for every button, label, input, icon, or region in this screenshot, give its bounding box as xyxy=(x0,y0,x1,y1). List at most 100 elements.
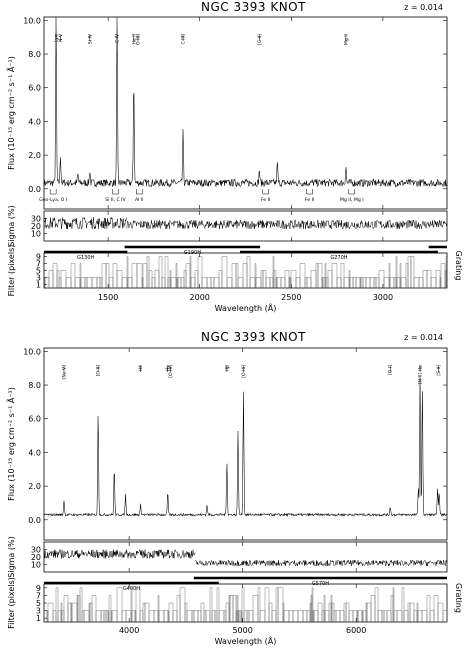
filter-y-tick-label: 3 xyxy=(36,274,41,283)
x-tick-label: 2000 xyxy=(190,293,210,302)
flux-panel: 0.0 2.0 4.0 6.0 8.0 10.0 Flux (10⁻¹⁵ erg cm⁻² … xyxy=(5,347,448,541)
flux-y-tick-label: 6.0 xyxy=(28,415,41,424)
flux-y-tick-label: 2.0 xyxy=(28,482,41,491)
x-tick-label: 1500 xyxy=(98,293,118,302)
absorption-line-label: Al II xyxy=(135,197,144,203)
absorption-line-label: Mg II, Mg I xyxy=(340,197,364,203)
flux-y-tick-label: 2.0 xyxy=(28,151,41,160)
flux-y-tick-label: 8.0 xyxy=(28,50,41,59)
flux-y-tick-label: 0.0 xyxy=(28,516,41,525)
emission-line-label: [O III] xyxy=(168,365,174,378)
spectrum-plot-2: NGC 3393 KNOT z = 0.0140.02.04.06.08.010.… xyxy=(5,330,463,646)
x-axis-label: Wavelength (Å) xyxy=(215,635,277,646)
x-axis: 4000 5000 6000 Wavelength (Å) xyxy=(119,348,366,646)
absorption-marker xyxy=(348,189,355,195)
absorption-marker xyxy=(112,189,119,195)
flux-y-tick-label: 6.0 xyxy=(28,84,41,93)
filter-panel-frame xyxy=(43,583,448,623)
x-tick-label: 3000 xyxy=(373,293,393,302)
emission-line-label: Si IV xyxy=(87,33,93,44)
emission-line-label: Hγ xyxy=(165,365,171,371)
flux-y-tick-label: 8.0 xyxy=(28,381,41,390)
emission-line-label: Hδ xyxy=(138,365,144,371)
absorption-line-label: Fe II xyxy=(305,197,314,203)
emission-line-label: [O II] xyxy=(96,365,102,377)
flux-spectrum-line xyxy=(43,16,448,188)
sigma-y-axis-label: Sigma (%) xyxy=(7,205,16,246)
sigma-y-axis-label: Sigma (%) xyxy=(7,536,16,577)
emission-line-label: [Ne V] xyxy=(61,365,67,380)
absorption-marker xyxy=(136,189,143,195)
flux-y-tick-label: 0.0 xyxy=(28,185,41,194)
sigma-y-tick-label: 10 xyxy=(31,561,41,570)
flux-spectrum-line xyxy=(43,376,448,517)
flux-y-axis-label: Flux (10⁻¹⁵ erg cm⁻² s⁻¹ Å⁻¹) xyxy=(5,56,16,170)
x-tick-label: 2500 xyxy=(281,293,301,302)
absorption-line-label: Geo-Lya, O I xyxy=(39,197,67,203)
grating-name-label: G270H xyxy=(330,255,347,261)
grating-name-label: G130H xyxy=(77,255,94,261)
emission-line-label: Lyα xyxy=(54,34,60,42)
absorption-marker xyxy=(306,189,313,195)
sigma-trace xyxy=(126,219,448,230)
sigma-panel-frame xyxy=(43,541,448,573)
emission-line-label: Mg II xyxy=(343,34,349,45)
filter-y-tick-label: 5 xyxy=(36,267,41,276)
grating-side-label: Grating xyxy=(454,251,463,281)
flux-y-tick-label: 10.0 xyxy=(23,16,41,25)
filter-y-tick-label: 7 xyxy=(36,260,41,269)
sigma-trace xyxy=(43,548,196,560)
chart-title: NGC 3393 KNOT xyxy=(201,0,306,14)
sigma-y-tick-label: 10 xyxy=(31,230,41,239)
emission-line-label: He II xyxy=(131,34,137,44)
emission-line-label: C IV xyxy=(115,33,121,43)
sigma-y-tick-label: 30 xyxy=(31,546,41,555)
flux-y-tick-label: 4.0 xyxy=(28,117,41,126)
emission-line-label: Hβ xyxy=(224,365,230,371)
absorption-line-label: Si II, C IV xyxy=(105,197,126,203)
redshift-label: z = 0.014 xyxy=(404,3,443,12)
absorption-line-label: Fe II xyxy=(261,197,270,203)
filter-y-tick-label: 5 xyxy=(36,599,41,608)
flux-y-tick-label: 4.0 xyxy=(28,448,41,457)
filter-y-tick-label: 9 xyxy=(36,584,41,593)
sigma-y-tick-label: 20 xyxy=(31,553,41,562)
emission-line-label: [O I] xyxy=(388,365,394,375)
filter-width-trace xyxy=(43,587,448,622)
grating-side-label: Grating xyxy=(454,583,463,613)
absorption-marker xyxy=(49,189,57,195)
spectrum-plot-1: NGC 3393 KNOT z = 0.0140.02.04.06.08.010.… xyxy=(5,0,463,313)
x-tick-label: 4000 xyxy=(119,626,139,635)
flux-panel: 0.0 2.0 4.0 6.0 8.0 10.0 Flux (10⁻¹⁵ erg cm⁻² … xyxy=(5,16,448,210)
filter-y-tick-label: 1 xyxy=(36,614,41,623)
sigma-y-tick-label: 20 xyxy=(31,222,41,231)
emission-line-label: [S II] xyxy=(436,365,442,376)
emission-line-label: O III] xyxy=(135,34,141,45)
emission-line-label: C III] xyxy=(181,34,187,45)
sigma-y-tick-label: 30 xyxy=(31,215,41,224)
filter-width-trace xyxy=(43,256,448,288)
filter-y-tick-label: 3 xyxy=(36,607,41,616)
absorption-marker xyxy=(262,189,269,195)
filter-y-axis-label: Filter (pixels) xyxy=(7,577,16,629)
flux-panel-frame xyxy=(43,347,448,541)
emission-line-label: [N II] Hα xyxy=(418,365,424,384)
emission-line-label: [O III] xyxy=(241,365,247,378)
flux-panel-frame xyxy=(43,16,448,210)
filter-y-tick-label: 9 xyxy=(36,253,41,262)
sigma-trace xyxy=(44,216,127,230)
filter-y-tick-label: 1 xyxy=(36,281,41,290)
x-tick-label: 5000 xyxy=(232,626,252,635)
emission-line-label: [C II] xyxy=(257,34,263,45)
sigma-trace xyxy=(194,559,448,567)
chart-title: NGC 3393 KNOT xyxy=(201,330,306,344)
emission-line-label: N V xyxy=(58,33,64,42)
redshift-label: z = 0.014 xyxy=(404,333,443,342)
x-axis: 1500 2000 2500 3000 Wavelength (Å) xyxy=(98,17,393,313)
